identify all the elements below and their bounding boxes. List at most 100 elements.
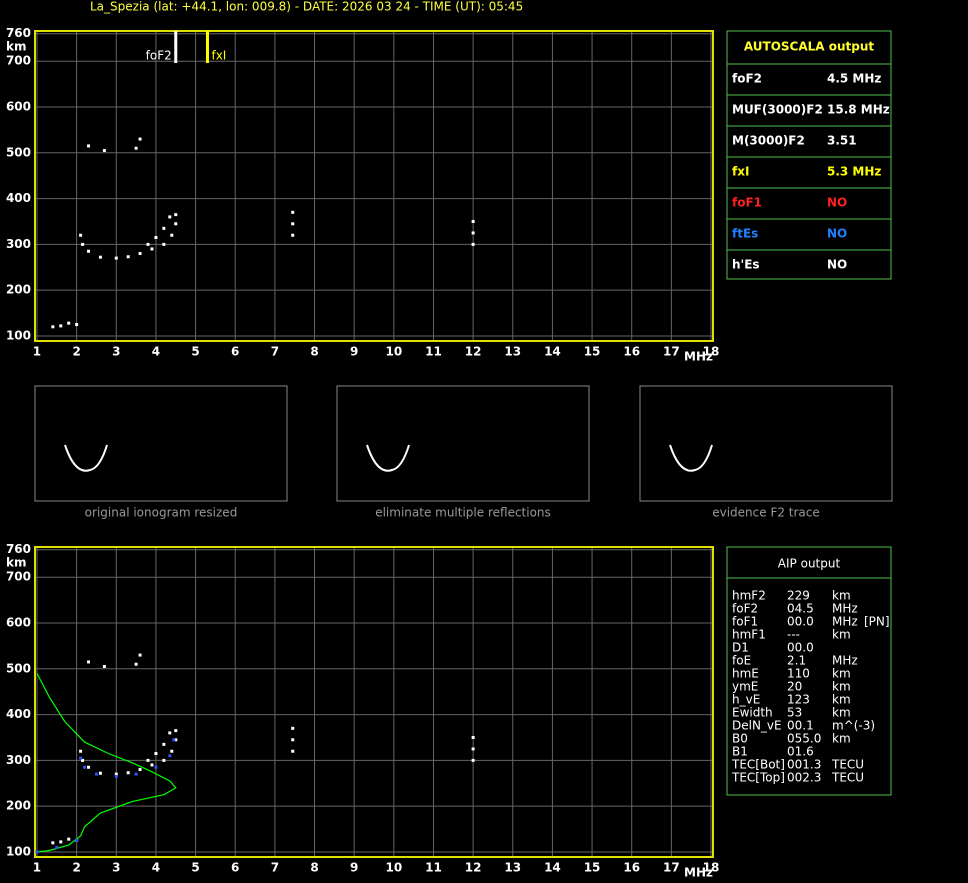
aip-cell: 055.0	[787, 732, 821, 746]
trace-point	[138, 252, 142, 256]
aip-cell: B1	[732, 745, 748, 759]
trace-point	[35, 850, 39, 854]
trace-point	[75, 839, 79, 843]
trace-point	[291, 749, 295, 753]
thumbnail-caption: eliminate multiple reflections	[375, 506, 551, 520]
trace-point	[114, 774, 118, 778]
row-label: fxI	[732, 165, 749, 179]
aip-cell: km	[832, 667, 851, 681]
x-tick-label: 11	[425, 345, 442, 359]
aip-cell: foE	[732, 654, 751, 668]
x-tick-label: 5	[191, 861, 199, 875]
trace-point	[168, 215, 172, 219]
trace-point	[67, 321, 71, 325]
x-tick-label: 8	[310, 345, 318, 359]
row-label: MUF(3000)F2	[732, 103, 823, 117]
trace-point	[134, 146, 138, 150]
x-tick-label: 1	[33, 861, 41, 875]
aip-cell: 01.6	[787, 745, 814, 759]
x-tick-label: 17	[663, 345, 680, 359]
x-tick-label: 12	[465, 861, 482, 875]
marker-label: fxI	[211, 49, 226, 63]
aip-cell: km	[832, 680, 851, 694]
x-axis-label: MHz	[684, 350, 713, 364]
row-value: NO	[827, 196, 847, 210]
trace-point	[471, 758, 475, 762]
trace-point	[150, 763, 154, 767]
x-tick-label: 1	[33, 345, 41, 359]
x-tick-label: 6	[231, 861, 239, 875]
plot-area	[35, 31, 713, 341]
marker-label: foF2	[146, 49, 172, 63]
trace-point	[79, 749, 83, 753]
x-tick-label: 2	[72, 861, 80, 875]
thumbnail-caption: original ionogram resized	[85, 506, 238, 520]
x-tick-label: 2	[72, 345, 80, 359]
trace-point	[102, 665, 106, 669]
row-label: foF1	[732, 196, 762, 210]
y-tick-label: 600	[6, 616, 31, 630]
trace-point	[79, 756, 83, 760]
x-tick-label: 3	[112, 861, 120, 875]
x-tick-label: 15	[584, 345, 601, 359]
aip-cell: km	[832, 628, 851, 642]
x-tick-label: 9	[350, 861, 358, 875]
y-tick-label: 100	[6, 844, 31, 858]
trace-point	[98, 771, 102, 775]
x-tick-label: 16	[623, 345, 640, 359]
trace-point	[471, 735, 475, 739]
row-value: 5.3 MHz	[827, 165, 881, 179]
trace-point	[83, 765, 87, 769]
trace-point	[75, 323, 79, 327]
x-tick-label: 14	[544, 345, 561, 359]
y-tick-label: 100	[6, 328, 31, 342]
x-tick-label: 3	[112, 345, 120, 359]
header-title: La_Spezia (lat: +44.1, lon: 009.8) - DAT…	[90, 0, 523, 14]
thumbnail-trace	[64, 444, 108, 472]
aip-cell: TEC[Top]	[731, 771, 785, 785]
trace-point	[168, 754, 172, 758]
trace-point	[174, 738, 178, 742]
x-tick-label: 8	[310, 861, 318, 875]
row-value: NO	[827, 258, 847, 272]
aip-cell: h_vE	[732, 693, 760, 707]
aip-cell: 04.5	[787, 602, 814, 616]
aip-cell: km	[832, 693, 851, 707]
row-label: M(3000)F2	[732, 134, 805, 148]
trace-point	[138, 768, 142, 772]
x-tick-label: 10	[385, 345, 402, 359]
aip-cell: hmF1	[732, 628, 766, 642]
aip-cell: 002.3	[787, 771, 821, 785]
aip-cell: 00.0	[787, 641, 814, 655]
aip-cell: MHz	[832, 602, 858, 616]
aip-cell: 20	[787, 680, 802, 694]
aip-cell: TECU	[831, 758, 864, 772]
trace-point	[471, 747, 475, 751]
thumbnail-trace	[669, 444, 713, 472]
trace-point	[291, 726, 295, 730]
trace-point	[168, 731, 172, 735]
row-label: h'Es	[732, 258, 760, 272]
table-frame	[726, 546, 892, 796]
y-tick-label: 200	[6, 283, 31, 297]
y-tick-label: 500	[6, 661, 31, 675]
trace-point	[94, 772, 98, 776]
y-tick-label: 400	[6, 707, 31, 721]
thumbnail	[336, 385, 590, 502]
x-tick-label: 18	[703, 345, 720, 359]
row-label: foF2	[732, 72, 762, 86]
trace-point	[138, 653, 142, 657]
trace-point	[87, 660, 91, 664]
trace-point	[291, 210, 295, 214]
aip-cell: B0	[732, 732, 748, 746]
trace-point	[87, 249, 91, 253]
table-title: AIP output	[778, 557, 841, 571]
x-tick-label: 7	[271, 861, 279, 875]
x-tick-label: 11	[425, 861, 442, 875]
thumbnail	[639, 385, 893, 502]
aip-cell: 00.0	[787, 615, 814, 629]
aip-cell: m^(-3)	[832, 719, 875, 733]
trace-point	[67, 837, 71, 841]
trace-point	[59, 324, 63, 328]
